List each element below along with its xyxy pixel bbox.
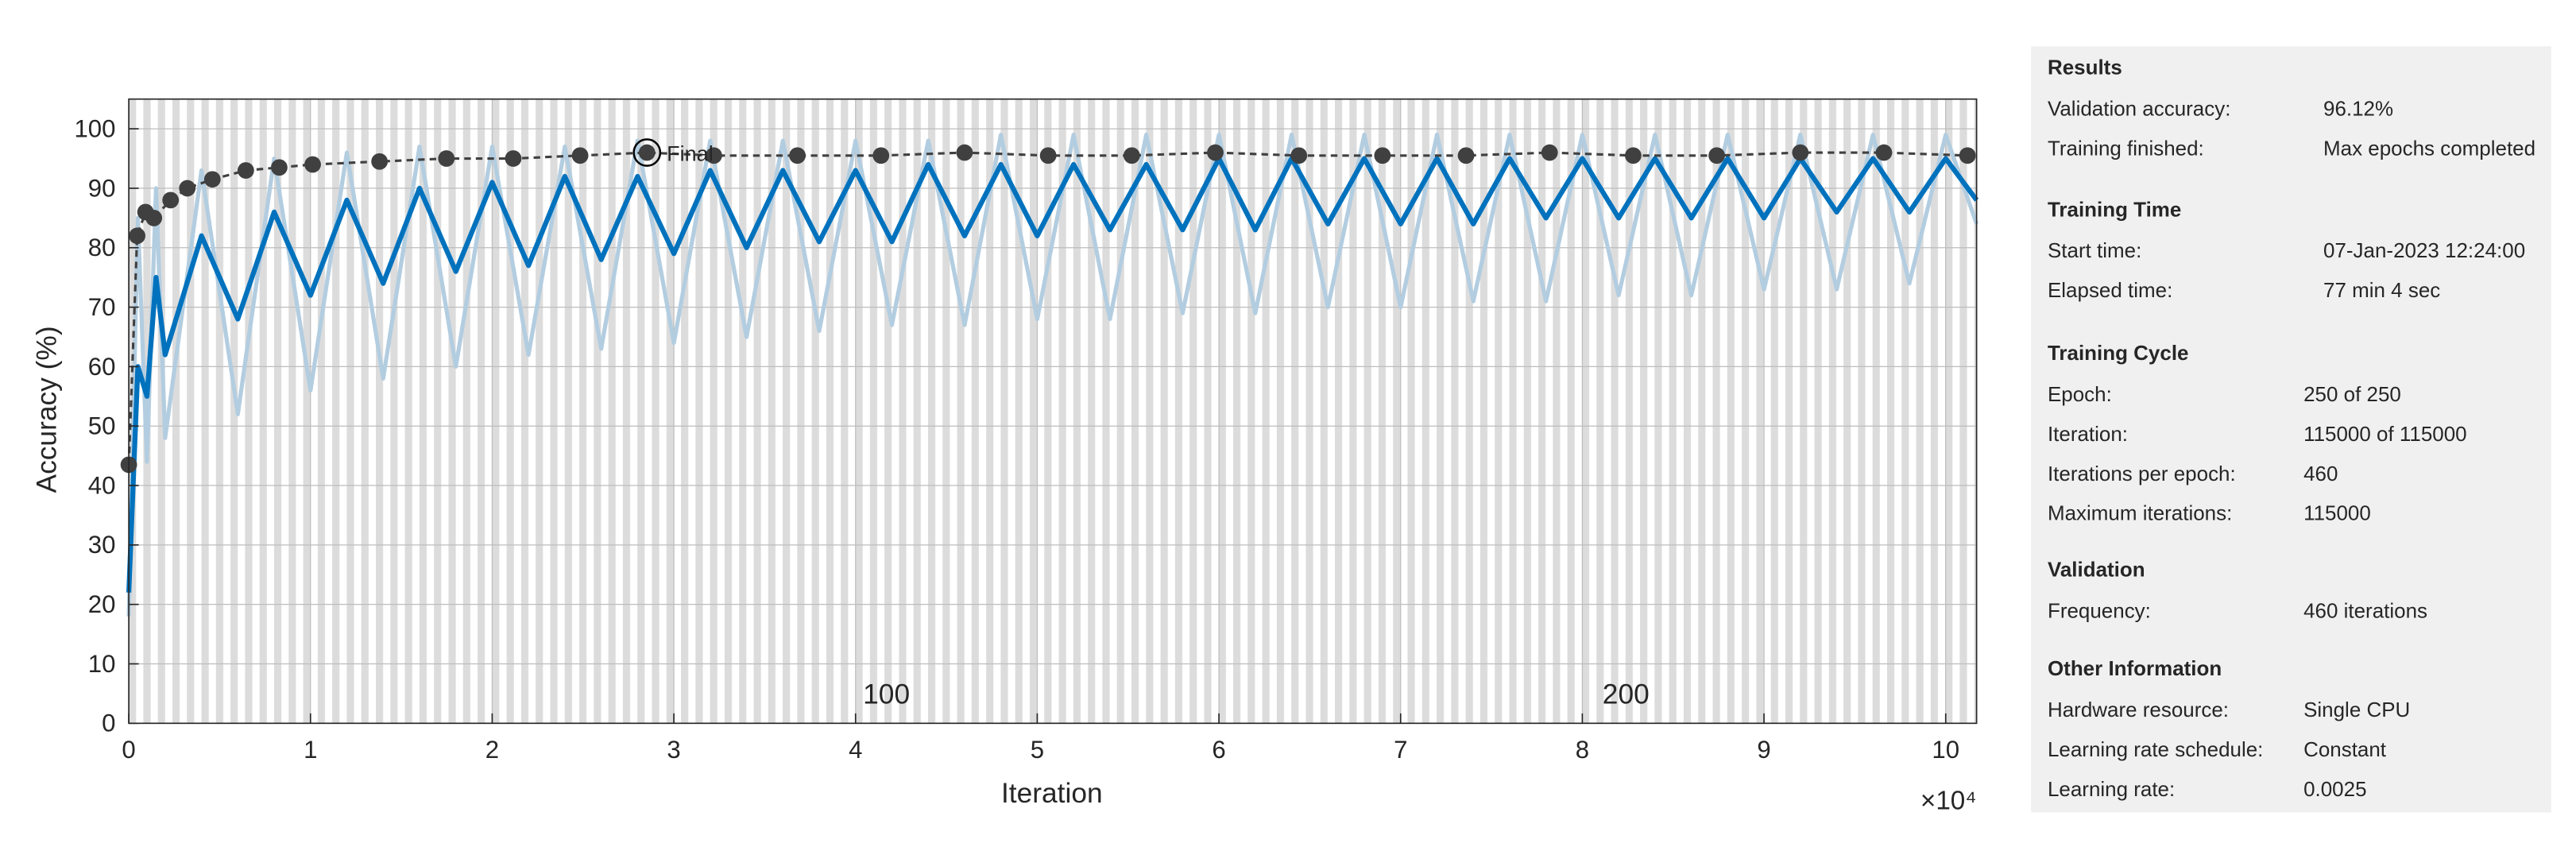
y-tick-label: 20	[88, 590, 116, 618]
ticks: 0 10 20 30 40 50 60 70 80 90 100 0 1 2 3 4 5 6 7 8 9 10 100 200	[74, 115, 1959, 764]
info-value: Constant	[2303, 737, 2387, 761]
x-tick-label: 6	[1212, 736, 1225, 764]
info-value: 115000	[2303, 501, 2371, 525]
info-panel-content: Results Validation accuracy: 96.12% Trainin…	[2048, 56, 2535, 801]
info-value: 115000 of 115000	[2303, 422, 2467, 446]
epoch-label: 200	[1603, 679, 1650, 710]
y-tick-label: 40	[88, 471, 116, 499]
x-tick-label: 9	[1757, 736, 1770, 764]
validation-point	[789, 147, 806, 164]
validation-point	[1039, 147, 1057, 164]
info-value: Max epochs completed	[2323, 136, 2535, 160]
validation-point	[179, 180, 196, 197]
validation-point	[571, 147, 589, 164]
validation-point	[1123, 147, 1140, 164]
y-axis-label: Accuracy (%)	[32, 326, 63, 493]
x-tick-label: 1	[304, 736, 317, 764]
validation-point	[1290, 147, 1308, 164]
annotation-marker	[632, 138, 662, 167]
info-label: Elapsed time:	[2048, 278, 2172, 302]
x-axis-label: Iteration	[1001, 778, 1103, 809]
validation-point	[1207, 144, 1224, 161]
validation-point	[203, 171, 221, 188]
info-value: 460	[2303, 462, 2338, 485]
y-tick-label: 30	[88, 531, 116, 559]
x-tick-label: 10	[1932, 736, 1959, 764]
info-value: 07-Jan-2023 12:24:00	[2323, 238, 2525, 262]
epoch-stripes	[129, 99, 1977, 724]
validation-point	[304, 156, 321, 173]
marks: Final	[120, 132, 1979, 617]
y-tick-label: 50	[88, 412, 116, 440]
section-title: Training Cycle	[2048, 341, 2189, 365]
x-tick-label: 8	[1576, 736, 1589, 764]
validation-point	[1625, 147, 1642, 164]
info-panel	[2031, 46, 2551, 813]
y-tick-label: 60	[88, 353, 116, 381]
info-value: 460 iterations	[2303, 598, 2427, 622]
section-title: Validation	[2048, 557, 2145, 581]
validation-point	[638, 144, 656, 161]
info-label: Epoch:	[2048, 382, 2112, 406]
info-label: Iteration:	[2048, 422, 2128, 446]
validation-point	[505, 150, 522, 167]
info-value: Single CPU	[2303, 698, 2410, 721]
y-tick-label: 80	[88, 234, 116, 261]
x-tick-label: 3	[667, 736, 680, 764]
y-tick-label: 10	[88, 650, 116, 678]
section-title: Results	[2048, 56, 2122, 79]
info-label: Hardware resource:	[2048, 698, 2229, 721]
y-tick-label: 100	[74, 115, 115, 143]
section-title: Training Time	[2048, 197, 2181, 221]
info-label: Validation accuracy:	[2048, 96, 2230, 120]
validation-point	[145, 209, 163, 226]
y-tick-label: 70	[88, 293, 116, 321]
section-title: Other Information	[2048, 656, 2222, 680]
validation-point	[1457, 147, 1475, 164]
validation-point	[1959, 147, 1976, 164]
validation-point	[872, 147, 890, 164]
validation-point	[129, 227, 146, 245]
annotation-label: Final	[667, 141, 714, 165]
x-tick-label: 0	[122, 736, 135, 764]
series-line	[126, 156, 1979, 593]
validation-point	[371, 153, 389, 170]
validation-point	[271, 159, 288, 176]
info-value: 77 min 4 sec	[2323, 278, 2440, 302]
x-multiplier: ×10⁴	[1920, 786, 1977, 815]
x-tick-label: 5	[1031, 736, 1044, 764]
validation-point	[1708, 147, 1726, 164]
x-tick-label: 2	[485, 736, 499, 764]
x-tick-label: 4	[849, 736, 862, 764]
validation-point	[237, 162, 254, 179]
info-label: Maximum iterations:	[2048, 501, 2232, 525]
validation-point	[706, 147, 722, 164]
validation-point	[438, 150, 455, 167]
validation-point	[1374, 147, 1391, 164]
validation-point	[162, 191, 180, 209]
info-label: Training finished:	[2048, 136, 2204, 160]
y-tick-label: 90	[88, 174, 116, 202]
validation-point	[1792, 144, 1809, 161]
y-tick-label: 0	[102, 710, 115, 737]
validation-point	[956, 144, 973, 161]
info-label: Start time:	[2048, 238, 2141, 262]
epoch-label: 100	[863, 679, 910, 710]
info-label: Learning rate:	[2048, 777, 2175, 801]
info-label: Frequency:	[2048, 598, 2151, 622]
plot-frame	[128, 98, 1978, 725]
x-tick-label: 7	[1394, 736, 1407, 764]
info-value: 0.0025	[2303, 777, 2366, 801]
info-value: 250 of 250	[2303, 382, 2401, 406]
validation-point	[1875, 144, 1893, 161]
validation-point	[1541, 144, 1558, 161]
info-label: Iterations per epoch:	[2048, 462, 2236, 485]
info-value: 96.12%	[2323, 96, 2393, 120]
series-line	[126, 132, 1979, 617]
info-label: Learning rate schedule:	[2048, 737, 2263, 761]
